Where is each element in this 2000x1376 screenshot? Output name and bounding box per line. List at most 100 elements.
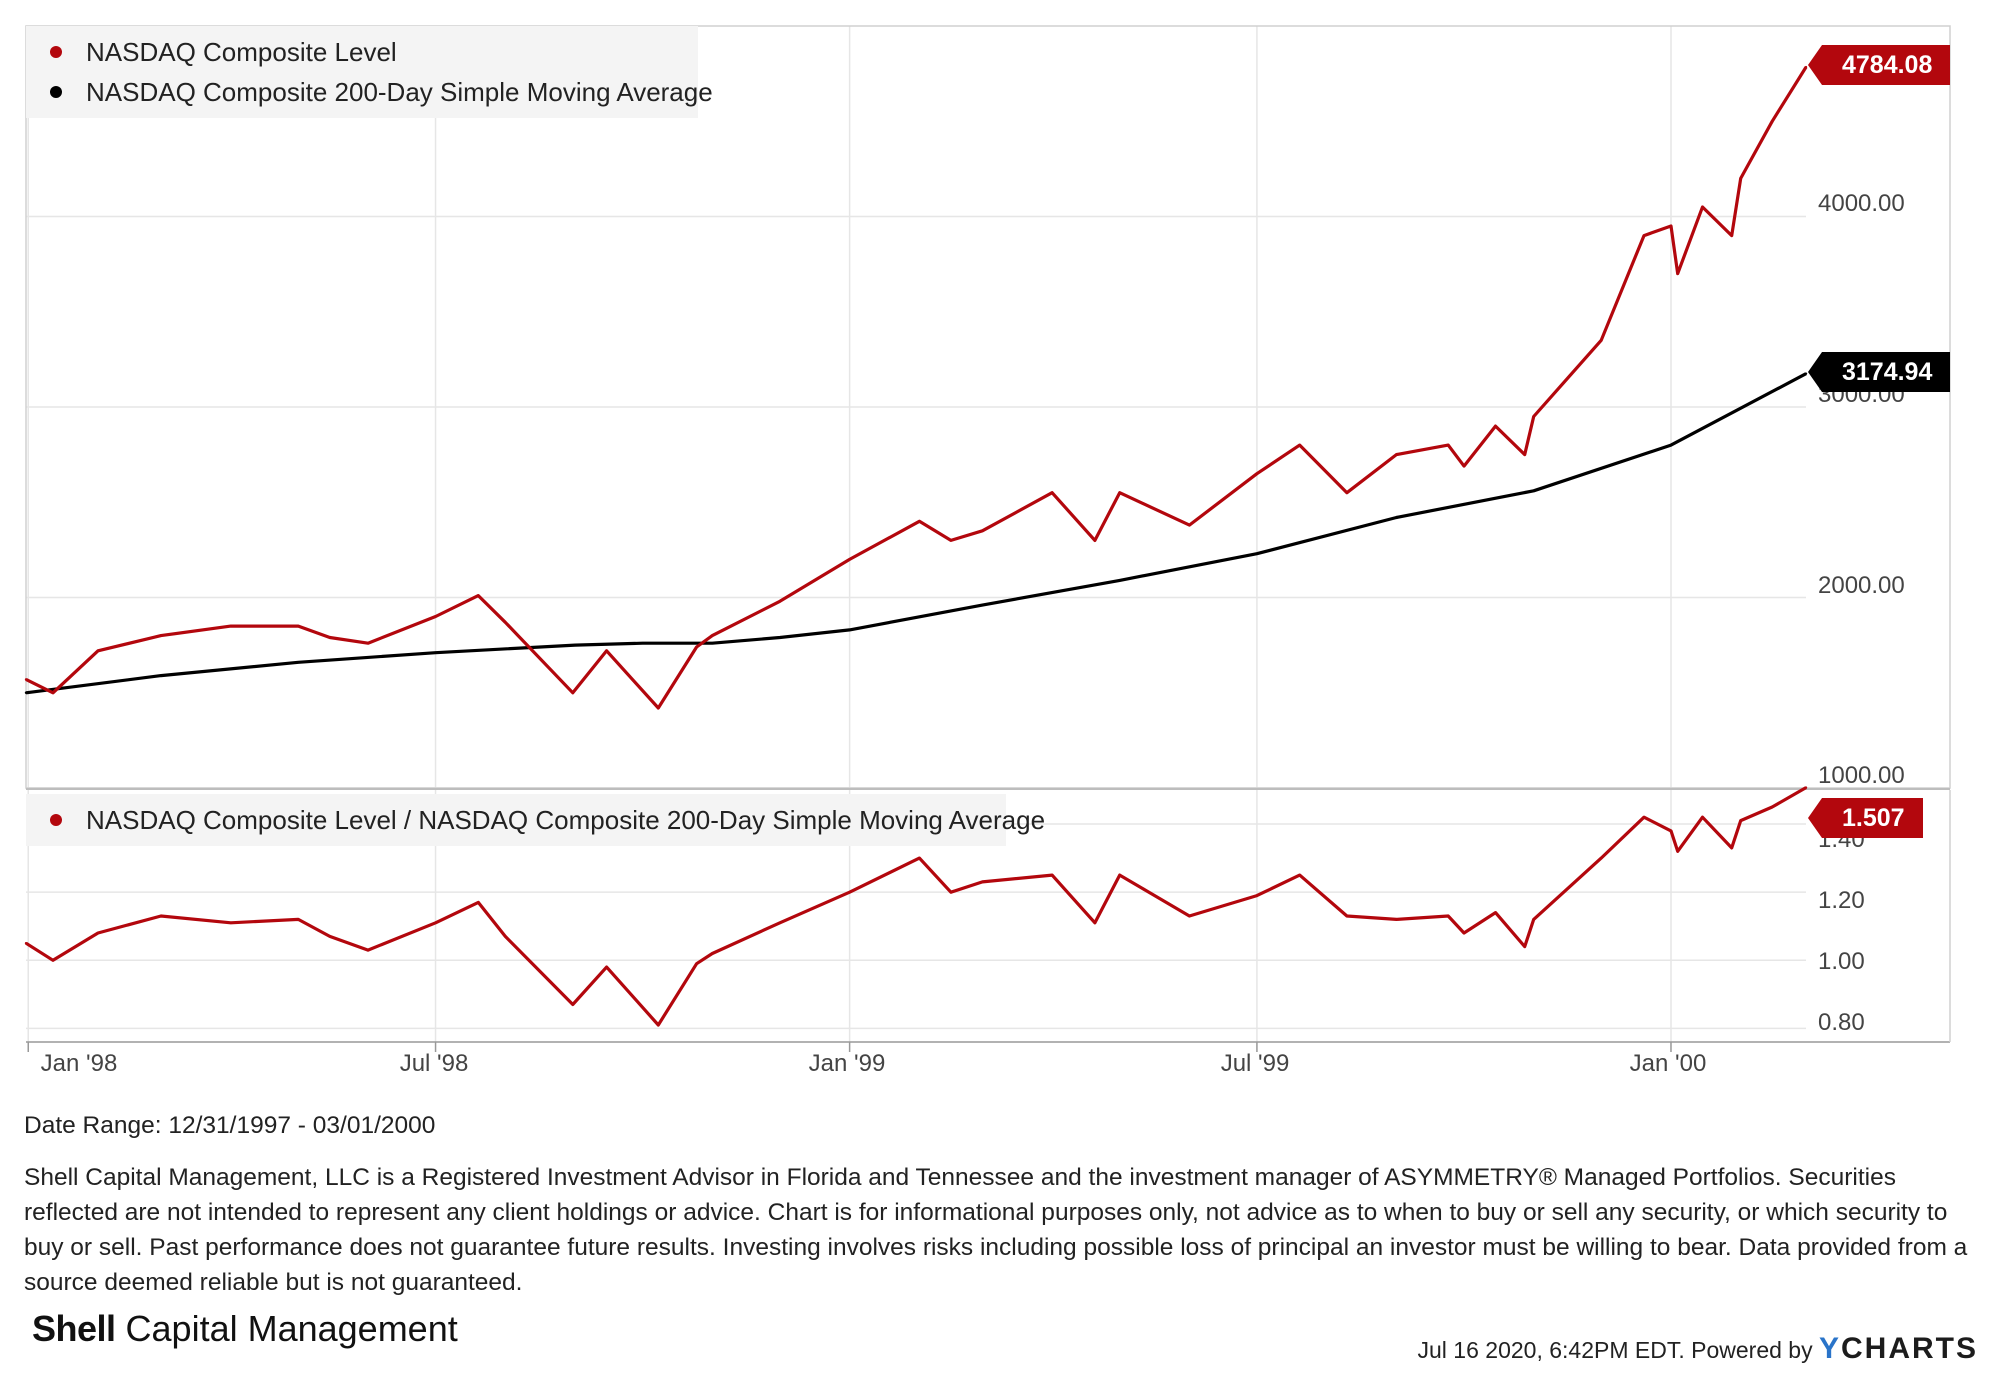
ratio-line-point — [1395, 918, 1398, 921]
level-line-point — [848, 558, 851, 561]
level-line-point — [1494, 424, 1497, 428]
level-line-point — [1188, 523, 1191, 527]
level-line-point — [229, 624, 232, 628]
ratio-line-point — [477, 901, 480, 904]
legend-item-ratio[interactable]: NASDAQ Composite Level / NASDAQ Composit… — [26, 800, 1045, 840]
level-line-point — [1532, 415, 1535, 418]
legend-item-level[interactable]: NASDAQ Composite Level — [26, 32, 698, 72]
ratio-line-point — [1050, 873, 1054, 877]
logo-rest: Capital Management — [115, 1308, 458, 1349]
ratio-line-point — [711, 952, 714, 955]
level-line-point — [1462, 464, 1466, 468]
timestamp: Jul 16 2020, 6:42PM EDT. — [1417, 1337, 1685, 1363]
series-layer — [24, 65, 1808, 1027]
ycharts-logo[interactable]: YCHARTS — [1818, 1332, 1978, 1365]
level-line-point — [981, 529, 984, 533]
y-tick-label: 1.20 — [1818, 887, 1865, 914]
ratio-line-point — [1701, 816, 1704, 819]
ratio-line-point — [605, 965, 608, 969]
y-tick-label: 2000.00 — [1818, 572, 1905, 599]
x-tick-label: Jul '99 — [1220, 1050, 1290, 1077]
legend-dot-icon — [50, 86, 62, 98]
legend-dot-icon — [50, 814, 62, 826]
ratio-line-point — [1345, 914, 1349, 918]
sma-line-point — [711, 642, 714, 645]
ratio-line-point — [51, 959, 55, 962]
ratio-line-point — [297, 918, 300, 921]
ratio-line-point — [1462, 931, 1466, 935]
ratio-line-point — [1804, 786, 1808, 789]
sma-line-point — [641, 642, 644, 645]
ratio-line-point — [778, 921, 782, 925]
shell-capital-logo: Shell Capital Management — [32, 1308, 458, 1350]
ratio-line-point — [1730, 846, 1733, 850]
level-line-point — [1642, 234, 1646, 237]
ratio-line-point — [695, 962, 698, 965]
powered-by-label: Powered by — [1691, 1337, 1813, 1363]
level-line-point — [1050, 491, 1054, 494]
level-line-point — [1701, 205, 1704, 209]
ratio-line-point — [504, 935, 507, 938]
sma-last-value-badge: 3174.94 — [1807, 352, 1951, 392]
level-line-point — [1345, 491, 1349, 494]
level-line-point — [1600, 339, 1603, 342]
ratio-line-point — [1669, 829, 1673, 833]
ratio-line-point — [159, 914, 163, 918]
level-line-point — [504, 621, 507, 624]
level-line-point — [571, 691, 575, 694]
x-tick-label: Jan '98 — [40, 1050, 118, 1077]
ratio-line-point — [1523, 945, 1526, 948]
bottom-legend: NASDAQ Composite Level / NASDAQ Composit… — [26, 794, 1045, 846]
level-line-point — [1093, 539, 1097, 542]
sma-line-point — [778, 636, 782, 639]
ratio-line-point — [918, 856, 921, 860]
level-line-point — [918, 520, 921, 523]
sma-line-point — [573, 643, 577, 647]
level-line-point — [1771, 120, 1774, 123]
level-line-point — [1523, 453, 1526, 456]
level-line-point — [605, 649, 608, 653]
legend-dot-icon — [50, 46, 62, 58]
level-line-point — [1395, 453, 1398, 456]
sma-line-point — [1395, 516, 1398, 519]
level-line-point — [1446, 443, 1450, 447]
powered-by: Jul 16 2020, 6:42PM EDT. Powered by YCHA… — [1418, 1332, 1978, 1366]
sma-line-point — [1669, 443, 1673, 447]
level-line-point — [434, 615, 437, 618]
level-line-point — [695, 645, 698, 649]
sma-line-point — [297, 661, 300, 664]
ratio-line-point — [229, 921, 232, 925]
level-line-point — [51, 691, 55, 694]
level-line-point — [1804, 65, 1808, 69]
level-line — [25, 66, 1808, 710]
ratio-line-point — [657, 1023, 660, 1027]
level-line-point — [1118, 491, 1121, 494]
ratio-line-point — [1676, 850, 1679, 853]
ratio-last-value-badge: 1.507 — [1808, 798, 1923, 838]
ratio-line-point — [434, 921, 437, 925]
legend-item-sma[interactable]: NASDAQ Composite 200-Day Simple Moving A… — [26, 72, 713, 112]
sma-line-point — [24, 691, 28, 694]
date-range: Date Range: 12/31/1997 - 03/01/2000 — [24, 1112, 436, 1139]
ratio-line-point — [1771, 805, 1774, 809]
level-line-point — [1739, 177, 1742, 180]
level-line-point — [96, 649, 100, 653]
level-line-point — [297, 624, 300, 628]
level-line-point — [366, 642, 370, 645]
level-line-point — [328, 636, 331, 639]
sma-line-point — [1532, 489, 1535, 493]
ratio-line-point — [1600, 856, 1603, 860]
level-line-point — [949, 539, 953, 542]
ratio-line-point — [1188, 914, 1191, 918]
y-tick-label: 0.80 — [1818, 1009, 1865, 1036]
level-line-point — [1298, 443, 1301, 447]
sma-line-point — [434, 651, 437, 654]
level-line-point — [1255, 472, 1259, 475]
ratio-line-point — [981, 880, 984, 884]
x-tick-label: Jan '99 — [808, 1050, 886, 1077]
disclaimer-text: Shell Capital Management, LLC is a Regis… — [24, 1164, 1968, 1296]
y-tick-label: 1.00 — [1818, 948, 1865, 975]
legend-label: NASDAQ Composite Level / NASDAQ Composit… — [86, 804, 1046, 835]
sma-line-point — [848, 628, 851, 632]
